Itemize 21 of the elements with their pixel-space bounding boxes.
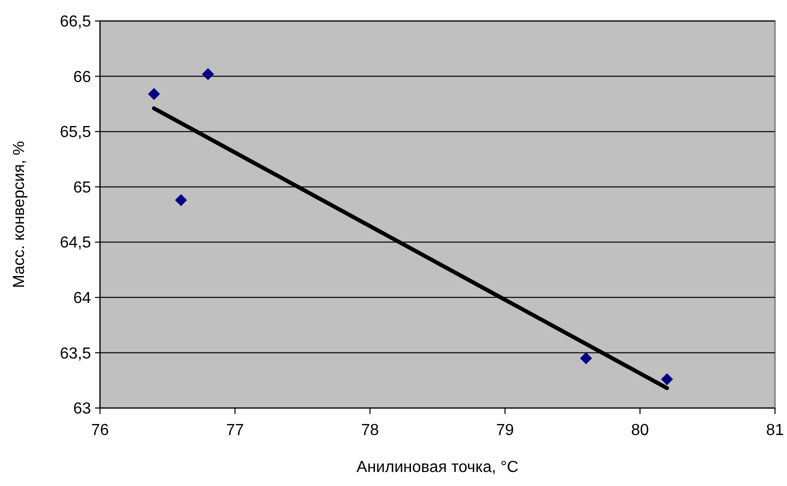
y-tick-label: 66,5 — [60, 14, 92, 31]
x-tick-label: 79 — [496, 422, 514, 439]
y-axis-title: Масс. конверсия, % — [11, 140, 28, 288]
point — [661, 373, 673, 386]
point — [202, 68, 214, 80]
y-tick-label: 66 — [73, 68, 92, 86]
y-tick-label: 64 — [73, 290, 92, 308]
point — [148, 88, 160, 100]
x-tick-label: 76 — [91, 422, 109, 439]
x-tick-label: 77 — [226, 422, 244, 439]
x-tick-label: 78 — [361, 422, 379, 439]
y-tick-label: 63 — [73, 400, 92, 418]
y-tick-label: 65,5 — [60, 124, 92, 142]
x-tick-label: 80 — [631, 422, 649, 439]
point — [580, 352, 592, 364]
y-tick-label: 64,5 — [60, 234, 92, 252]
y-tick-label: 63,5 — [60, 345, 92, 362]
y-tick-label: 65 — [73, 179, 92, 196]
x-tick-label: 81 — [766, 422, 784, 439]
x-axis-title: Анилиновая точка, °C — [356, 459, 518, 476]
point — [175, 194, 187, 206]
